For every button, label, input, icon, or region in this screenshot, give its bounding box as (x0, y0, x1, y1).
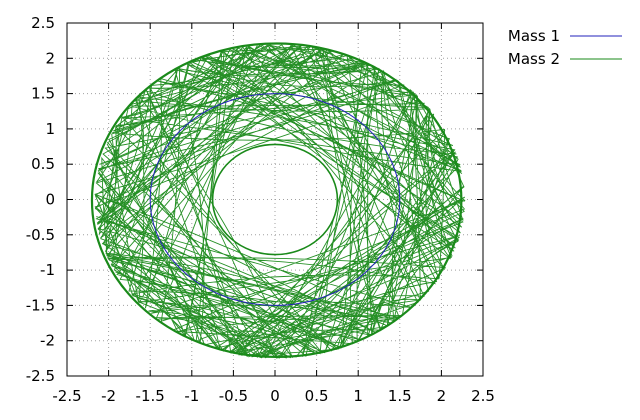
y-tick-label: -1.5 (26, 296, 55, 314)
y-tick-labels: 2.5 2 1.5 1 0.5 0 -0.5 -1 -1.5 -2 -2.5 (26, 14, 55, 385)
x-tick-label: 0.5 (305, 387, 329, 405)
mass-2-trajectory (94, 44, 466, 359)
mass-1-circle (149, 93, 401, 306)
y-tick-label: 0.5 (31, 155, 55, 173)
x-tick-label: 0 (270, 387, 280, 405)
mass-2-inner-envelope (211, 143, 339, 256)
y-tick-label: -1 (40, 261, 55, 279)
x-tick-label: 1.5 (388, 387, 412, 405)
legend-label: Mass 2 (508, 50, 560, 68)
legend: Mass 1 Mass 2 (508, 27, 622, 68)
y-tick-label: 1.5 (31, 85, 55, 103)
x-tick-label: -1 (184, 387, 199, 405)
x-tick-label: 2 (437, 387, 447, 405)
y-tick-label: 2.5 (31, 14, 55, 32)
y-tick-label: -0.5 (26, 226, 55, 244)
x-tick-labels: -2.5 -2 -1.5 -1 -0.5 0 0.5 1 1.5 2 2.5 (52, 387, 495, 405)
x-tick-label: -0.5 (219, 387, 248, 405)
series-mass-1 (149, 93, 401, 306)
y-tick-label: -2 (40, 332, 55, 350)
x-tick-label: -2 (101, 387, 116, 405)
y-tick-label: -2.5 (26, 367, 55, 385)
ticks (66, 22, 484, 377)
x-tick-label: -2.5 (52, 387, 81, 405)
x-tick-label: -1.5 (136, 387, 165, 405)
x-tick-label: 1 (353, 387, 363, 405)
y-tick-label: 0 (45, 191, 55, 209)
y-tick-label: 1 (45, 120, 55, 138)
x-tick-label: 2.5 (471, 387, 495, 405)
mass-2-outer-envelope (90, 42, 463, 359)
series-mass-2 (90, 42, 466, 359)
y-tick-label: 2 (45, 49, 55, 67)
legend-label: Mass 1 (508, 27, 560, 45)
